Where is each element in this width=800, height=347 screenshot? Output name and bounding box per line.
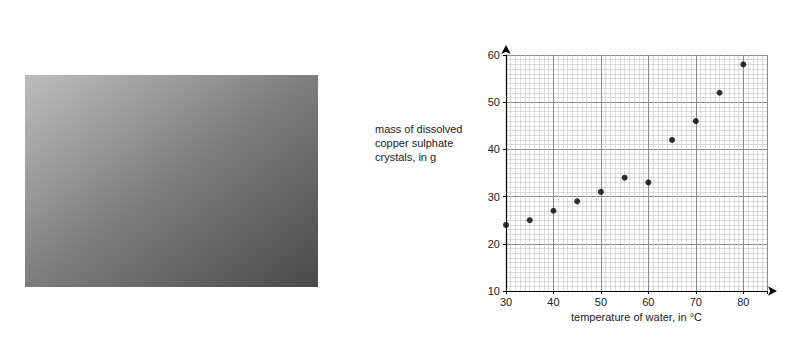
svg-text:50: 50: [595, 296, 607, 308]
svg-text:30: 30: [500, 296, 512, 308]
svg-text:copper sulphate: copper sulphate: [375, 137, 453, 149]
svg-text:60: 60: [642, 296, 654, 308]
svg-text:crystals, in g: crystals, in g: [375, 151, 436, 163]
svg-text:50: 50: [488, 96, 500, 108]
svg-text:20: 20: [488, 238, 500, 250]
svg-text:70: 70: [690, 296, 702, 308]
svg-text:40: 40: [547, 296, 559, 308]
svg-text:30: 30: [488, 191, 500, 203]
svg-text:temperature of water, in °C: temperature of water, in °C: [571, 311, 702, 323]
svg-text:40: 40: [488, 143, 500, 155]
svg-text:60: 60: [488, 49, 500, 61]
svg-text:80: 80: [737, 296, 749, 308]
svg-text:10: 10: [488, 285, 500, 297]
svg-text:mass of dissolved: mass of dissolved: [375, 123, 462, 135]
